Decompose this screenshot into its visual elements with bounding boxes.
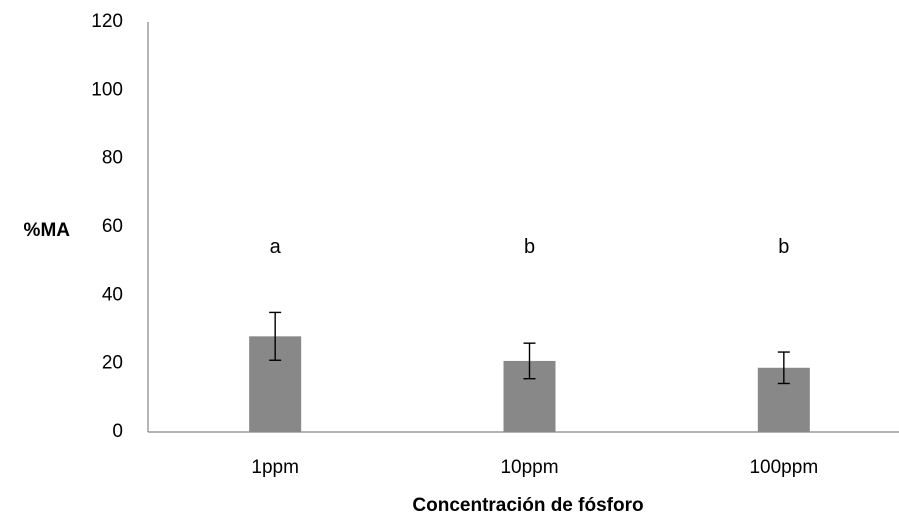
error-bar-10ppm — [523, 342, 536, 380]
error-bars-group — [269, 311, 790, 385]
error-bar-100ppm — [777, 351, 790, 385]
significance-letter: a — [270, 236, 282, 258]
y-axis-title: %MA — [24, 220, 71, 241]
x-axis-ticks: 1ppm 10ppm 100ppm — [251, 457, 818, 478]
error-bar-1ppm — [269, 311, 282, 361]
y-tick-label: 100 — [91, 79, 123, 100]
x-tick-label: 10ppm — [500, 457, 558, 478]
x-axis-title: Concentración de fósforo — [412, 495, 643, 516]
y-tick-label: 60 — [102, 216, 123, 237]
x-tick-label: 100ppm — [749, 457, 818, 478]
y-tick-label: 40 — [102, 284, 123, 305]
y-tick-label: 80 — [102, 148, 123, 169]
y-tick-label: 20 — [102, 353, 123, 374]
significance-letter: b — [778, 236, 789, 258]
significance-letter: b — [524, 236, 535, 258]
y-axis-ticks: 0 20 40 60 80 100 120 — [91, 11, 123, 442]
y-tick-label: 120 — [91, 11, 123, 32]
x-tick-label: 1ppm — [251, 457, 299, 478]
y-tick-label: 0 — [112, 421, 123, 442]
